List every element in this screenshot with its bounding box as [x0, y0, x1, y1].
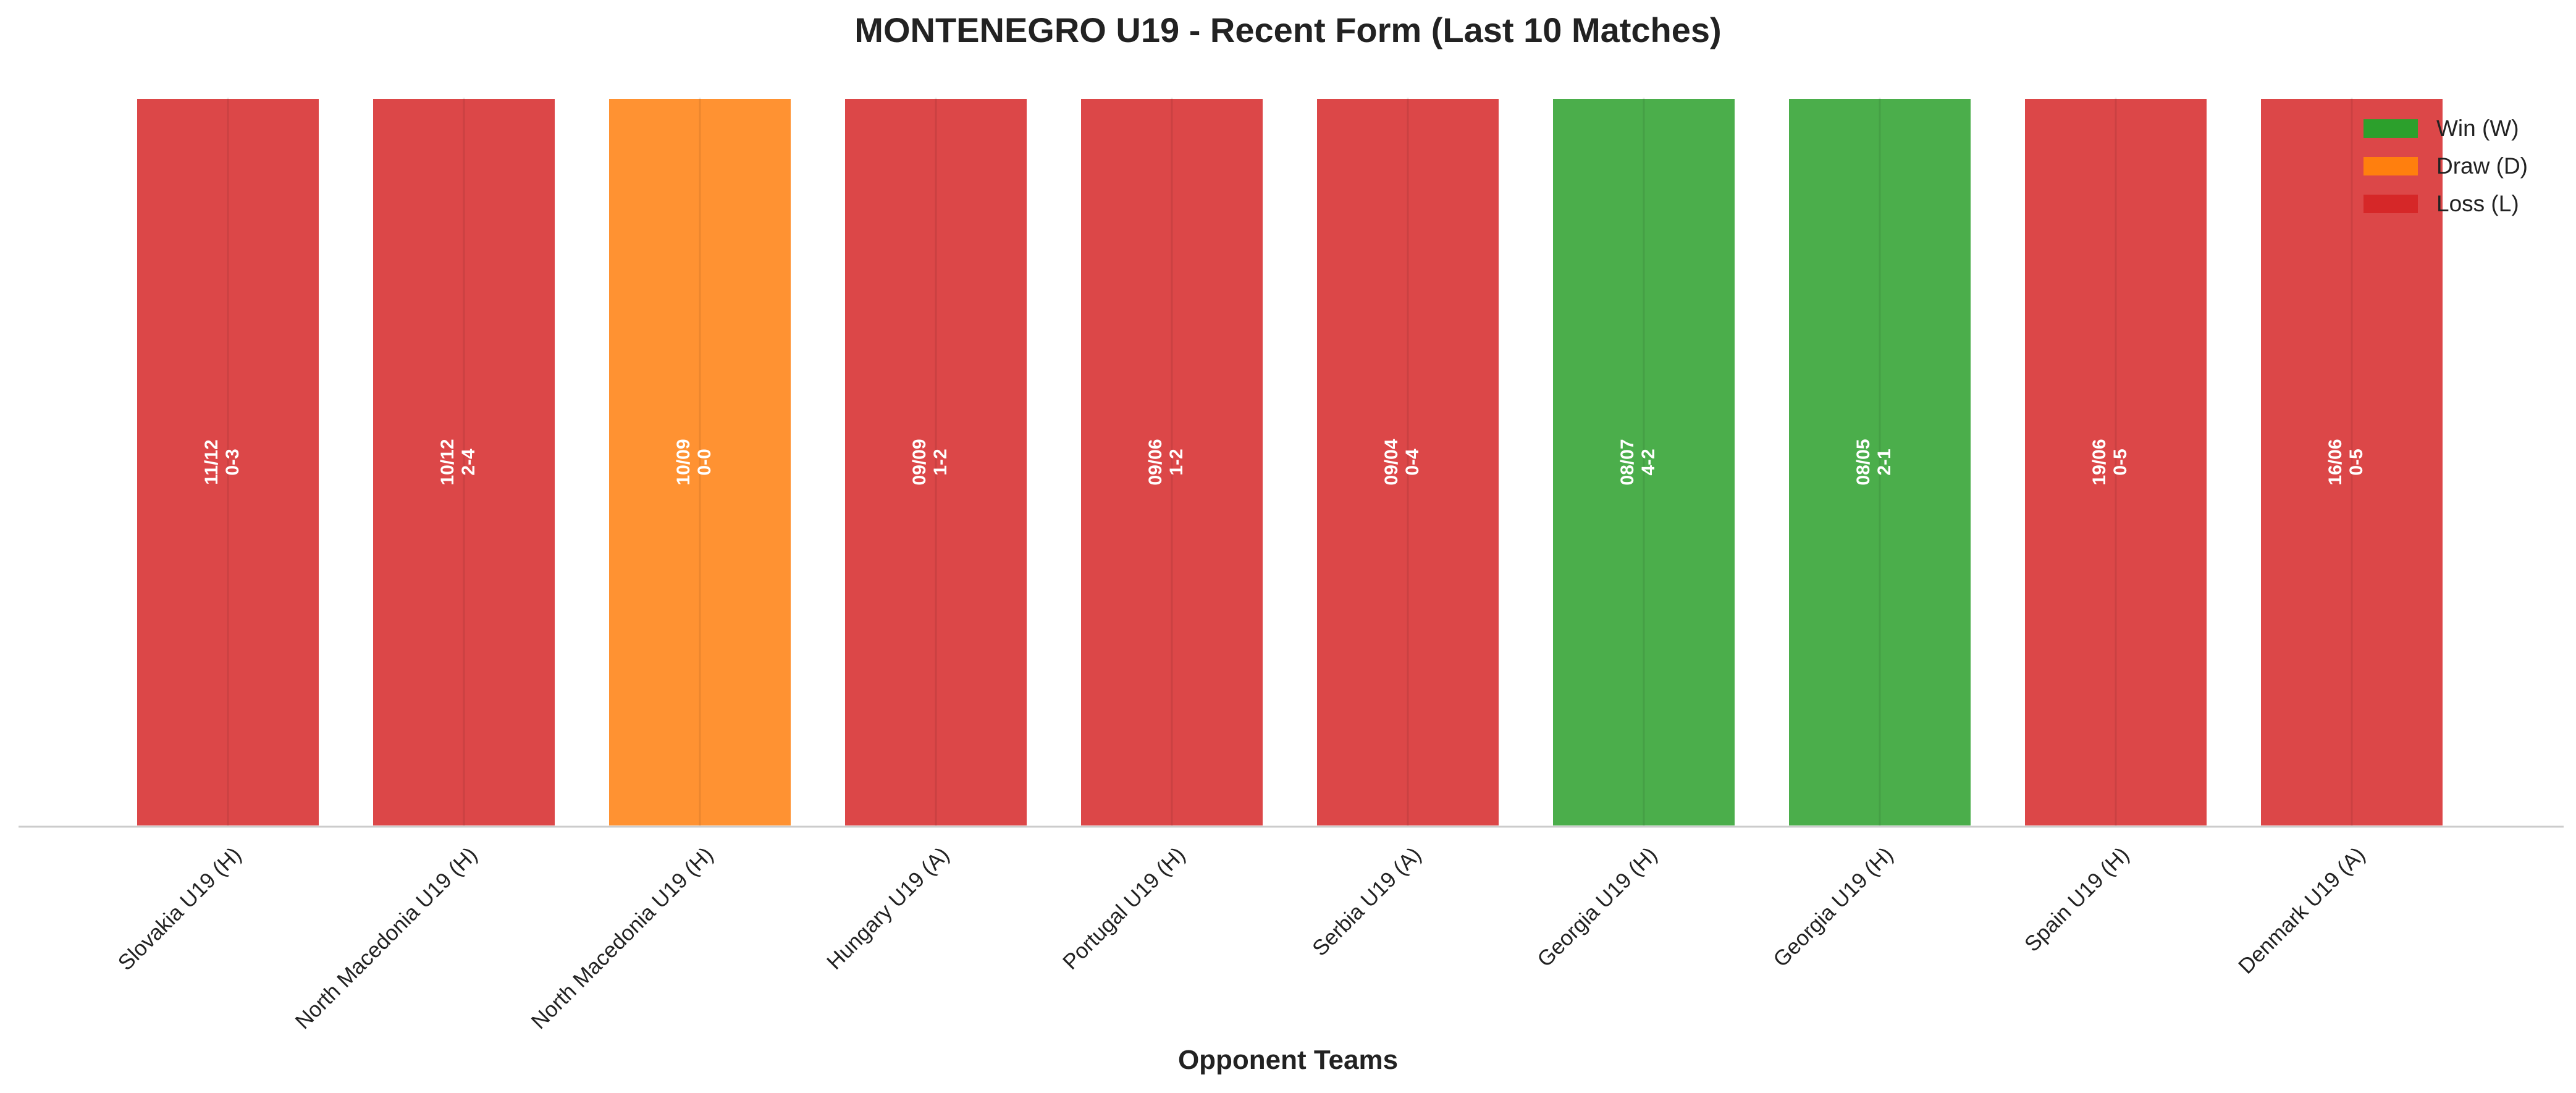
bar: [371, 96, 557, 828]
bar-score-label: 2-1: [1874, 449, 1895, 475]
bar: [1551, 96, 1737, 828]
bar-score-label: 4-2: [1638, 449, 1659, 475]
x-tick-label: Slovakia U19 (H): [114, 843, 246, 976]
bar-score-label: 2-4: [458, 449, 479, 476]
chart-title: MONTENEGRO U19 - Recent Form (Last 10 Ma…: [854, 11, 1721, 49]
x-tick-label: North Macedonia U19 (H): [527, 843, 718, 1034]
bar-date-label: 09/06: [1145, 439, 1166, 485]
legend-swatch: [2363, 195, 2418, 213]
bar-date-label: 11/12: [201, 439, 222, 484]
x-axis-label: Opponent Teams: [1178, 1045, 1398, 1075]
bar: [843, 96, 1029, 828]
bar-score-label: 0-5: [2346, 449, 2367, 475]
bar-date-label: 08/05: [1853, 439, 1874, 485]
x-tick-labels-group: Slovakia U19 (H) North Macedonia U19 (H) N…: [114, 843, 2370, 1034]
bar-date-label: 08/07: [1617, 439, 1638, 485]
x-tick-label: Georgia U19 (H): [1533, 843, 1662, 972]
x-tick-label: Denmark U19 (A): [2234, 843, 2370, 979]
bar: [1315, 96, 1501, 828]
bar-score-label: 0-3: [222, 449, 243, 475]
bar-score-label: 0-4: [1402, 449, 1423, 476]
bar-labels-group: 11/12 0-3 10/12 2-4 10/09 0-0 09/09 1-2 09/06 1-2…: [201, 439, 2367, 485]
legend: Win (W) Draw (D) Loss (L): [2363, 116, 2528, 216]
legend-swatch: [2363, 119, 2418, 138]
x-tick-label: Georgia U19 (H): [1769, 843, 1898, 972]
bar-score-label: 0-0: [694, 449, 715, 475]
bar-date-label: 16/06: [2325, 439, 2346, 485]
x-tick-label: North Macedonia U19 (H): [291, 843, 482, 1034]
x-tick-label: Portugal U19 (H): [1058, 843, 1190, 974]
bar-date-label: 10/09: [673, 439, 694, 485]
x-tick-label: Spain U19 (H): [2020, 843, 2134, 956]
legend-label: Win (W): [2436, 116, 2519, 141]
bar-date-label: 10/12: [437, 439, 458, 485]
bar-score-label: 0-5: [2110, 449, 2131, 475]
bar: [1079, 96, 1265, 828]
legend-label: Draw (D): [2436, 153, 2528, 179]
bar: [1787, 96, 1973, 828]
bar: [135, 96, 321, 828]
legend-label: Loss (L): [2436, 191, 2519, 216]
bar: [2258, 96, 2445, 828]
bars-group: [135, 96, 2445, 828]
bar-score-label: 1-2: [1166, 449, 1187, 475]
bar-date-label: 09/04: [1381, 439, 1402, 485]
x-tick-label: Hungary U19 (A): [822, 843, 954, 974]
legend-swatch: [2363, 157, 2418, 175]
x-tick-label: Serbia U19 (A): [1308, 843, 1426, 961]
bar-date-label: 19/06: [2089, 439, 2110, 485]
bar-date-label: 09/09: [909, 439, 930, 485]
bar: [607, 96, 793, 828]
bar-score-label: 1-2: [930, 449, 951, 475]
